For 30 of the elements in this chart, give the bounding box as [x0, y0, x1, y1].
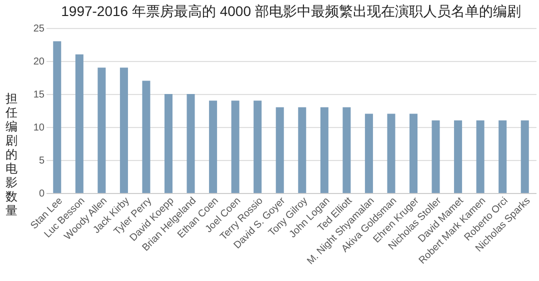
bar — [186, 94, 195, 193]
bar — [454, 120, 462, 193]
bar — [476, 120, 484, 193]
bar — [364, 114, 373, 193]
bar — [520, 120, 529, 193]
y-tick-label: 0 — [38, 188, 45, 200]
bar — [98, 68, 106, 193]
bar — [342, 107, 351, 193]
bar — [231, 100, 240, 193]
y-tick-label: 15 — [33, 90, 45, 100]
bar — [387, 114, 396, 193]
bar — [142, 80, 150, 193]
y-tick-label: 5 — [38, 156, 45, 166]
bar — [320, 107, 328, 193]
bar — [409, 114, 418, 193]
bar — [120, 68, 128, 193]
bar — [498, 120, 507, 193]
bar — [53, 41, 62, 193]
y-tick-label: 20 — [33, 56, 45, 68]
bar — [298, 107, 306, 193]
bar — [254, 100, 262, 193]
bar — [164, 94, 173, 193]
bar — [276, 107, 284, 193]
bar — [75, 54, 84, 193]
text: 担任编剧的电影数量 — [6, 92, 18, 218]
y-tick-label: 25 — [33, 24, 45, 34]
y-tick-label: 10 — [33, 122, 45, 134]
bar — [432, 120, 440, 193]
chart-title: 1997-2016 年票房最高的 4000 部电影中最频繁出现在演职人员名单的编剧 — [61, 3, 521, 19]
bar — [209, 100, 218, 193]
